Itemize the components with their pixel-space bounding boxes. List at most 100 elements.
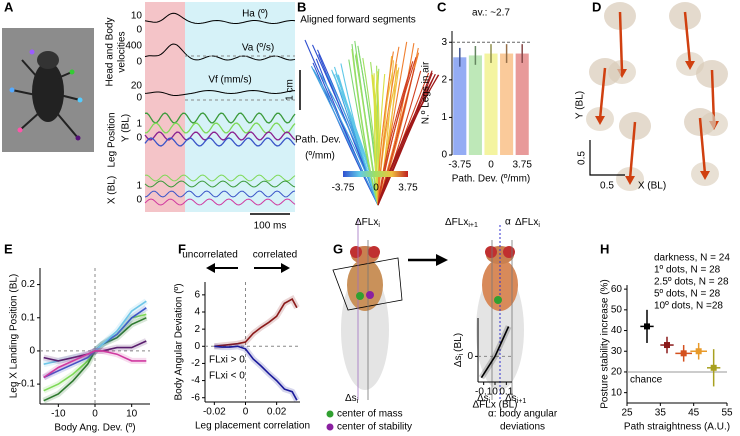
x-tick-label: 45 — [688, 408, 700, 419]
x-tick-label: 35 — [655, 408, 667, 419]
y-axis-label: Body Angular Deviation (º) — [174, 283, 185, 400]
bar — [453, 57, 467, 155]
y-axis-label-main: Δs — [453, 355, 464, 367]
trace — [144, 122, 296, 134]
y-tick-label: 2 — [194, 324, 200, 335]
f-arrow-left-head — [206, 263, 215, 273]
arrow — [628, 121, 637, 180]
x-tick-label: -0.1 — [475, 387, 493, 398]
series-line — [480, 326, 510, 379]
ha-label: Ha (º) — [242, 9, 268, 20]
y-tick-label: 0 — [194, 341, 200, 352]
panel-letter: D — [592, 0, 601, 14]
segment — [351, 48, 379, 206]
g-s-left: Δsi — [345, 393, 359, 405]
bar — [500, 53, 514, 155]
g-flx-i1-sub: i+1 — [468, 222, 478, 229]
fly-legs — [11, 59, 81, 139]
legend-alpha: α: body angular — [488, 409, 558, 420]
trace — [144, 174, 296, 182]
x-tick-label: 3.75 — [512, 160, 532, 171]
velocities-label: velocities — [117, 31, 128, 72]
b-scale-label: 1 cm — [285, 79, 296, 101]
d-x-label: X (BL) — [638, 181, 666, 192]
y-tick-label: 1 — [441, 112, 447, 123]
panel-letter: E — [4, 241, 13, 256]
va-label: Va (º/s) — [242, 43, 274, 54]
head-body-label: Head and Body — [105, 18, 116, 87]
x-axis-label: Path straightness (A.U.) — [624, 422, 730, 433]
trace — [144, 190, 296, 198]
g-s-i1-sub: i+1 — [517, 398, 527, 405]
arrow-head — [685, 61, 695, 70]
panel-letter: C — [437, 0, 447, 14]
time-scale-label: 100 ms — [254, 221, 287, 232]
bar — [468, 55, 482, 156]
colorbar-tick-label: 3.75 — [398, 183, 418, 194]
fly-drawing-right — [476, 225, 524, 400]
response-shade — [185, 2, 295, 212]
x-tick-label: 0 — [492, 387, 498, 398]
arrow-head — [595, 116, 605, 125]
point — [695, 348, 702, 355]
trace-scale-label: 0 — [136, 133, 142, 144]
leg-dots — [9, 49, 83, 141]
legend-dot-mass — [326, 410, 334, 418]
legend-mass: center of mass — [337, 409, 403, 420]
g-s-left-sub: i — [357, 398, 359, 405]
trace — [144, 89, 296, 96]
x-tick-label: 0.02 — [267, 407, 287, 418]
annotation: correlated — [253, 250, 297, 261]
y-tick-label: 4 — [194, 307, 200, 318]
segment — [377, 46, 400, 206]
trace-scale-label: 0 — [136, 25, 142, 36]
trace — [144, 112, 296, 124]
point — [664, 342, 670, 349]
x-tick-label: 10 — [126, 409, 138, 420]
g-arrow-head — [436, 254, 448, 266]
y-tick-label: 6 — [194, 289, 200, 300]
g-flx-ghost-sub: i — [538, 222, 540, 229]
fly-drawing-left — [332, 220, 403, 400]
panel-letter: B — [297, 0, 306, 14]
series-label: FLxi < 0 — [209, 371, 245, 382]
y-tick-label: 60 — [611, 284, 623, 295]
y-tick-label: -2 — [191, 358, 200, 369]
y-tick-label: 3 — [441, 37, 447, 48]
y-tick-label: 0 — [467, 351, 473, 362]
trace-scale-label: 1 — [136, 181, 142, 192]
g-flx-ghost: ΔFLxi — [515, 217, 540, 229]
ref-label: chance — [630, 375, 663, 386]
d-x-scale: 0.5 — [600, 181, 614, 192]
annotation: uncorrelated — [182, 250, 238, 261]
y-axis-label: Leg X Landing Position (BL) — [9, 274, 20, 399]
segment — [340, 63, 379, 206]
y-tick-label: 40 — [611, 325, 623, 336]
series-label: FLxi > 0 — [209, 355, 245, 366]
segment — [377, 61, 414, 206]
colorbar-label: Path. Dev. — [295, 135, 341, 146]
point — [710, 364, 717, 371]
y-tick-label: -6 — [191, 392, 200, 403]
x-tick-label: 0.1 — [499, 387, 513, 398]
legend-entry: 10º dots, N =28 — [654, 301, 723, 312]
fly-head — [37, 51, 59, 69]
x-tick-label: -3.75 — [448, 160, 471, 171]
trace — [144, 43, 296, 61]
point — [644, 323, 650, 330]
colorbar-tick-label: -3.75 — [332, 183, 355, 194]
trace — [144, 137, 296, 147]
y-tick-label: 50 — [611, 304, 623, 315]
trace — [144, 12, 296, 25]
legend-stability: center of stability — [337, 422, 412, 433]
trace — [144, 131, 296, 141]
trace-scale-label: 10 — [131, 11, 143, 22]
trace-scale-label: 0 — [136, 195, 142, 206]
arrow — [683, 11, 692, 65]
x-axis-label: ΔFLx (BL) — [472, 400, 517, 411]
legend-entry: darkness, N = 24 — [654, 253, 730, 264]
x-axis-label: Leg placement correlation — [195, 421, 310, 432]
arrow — [598, 67, 607, 120]
legend-entry: 2.5º dots, N = 28 — [654, 277, 729, 288]
